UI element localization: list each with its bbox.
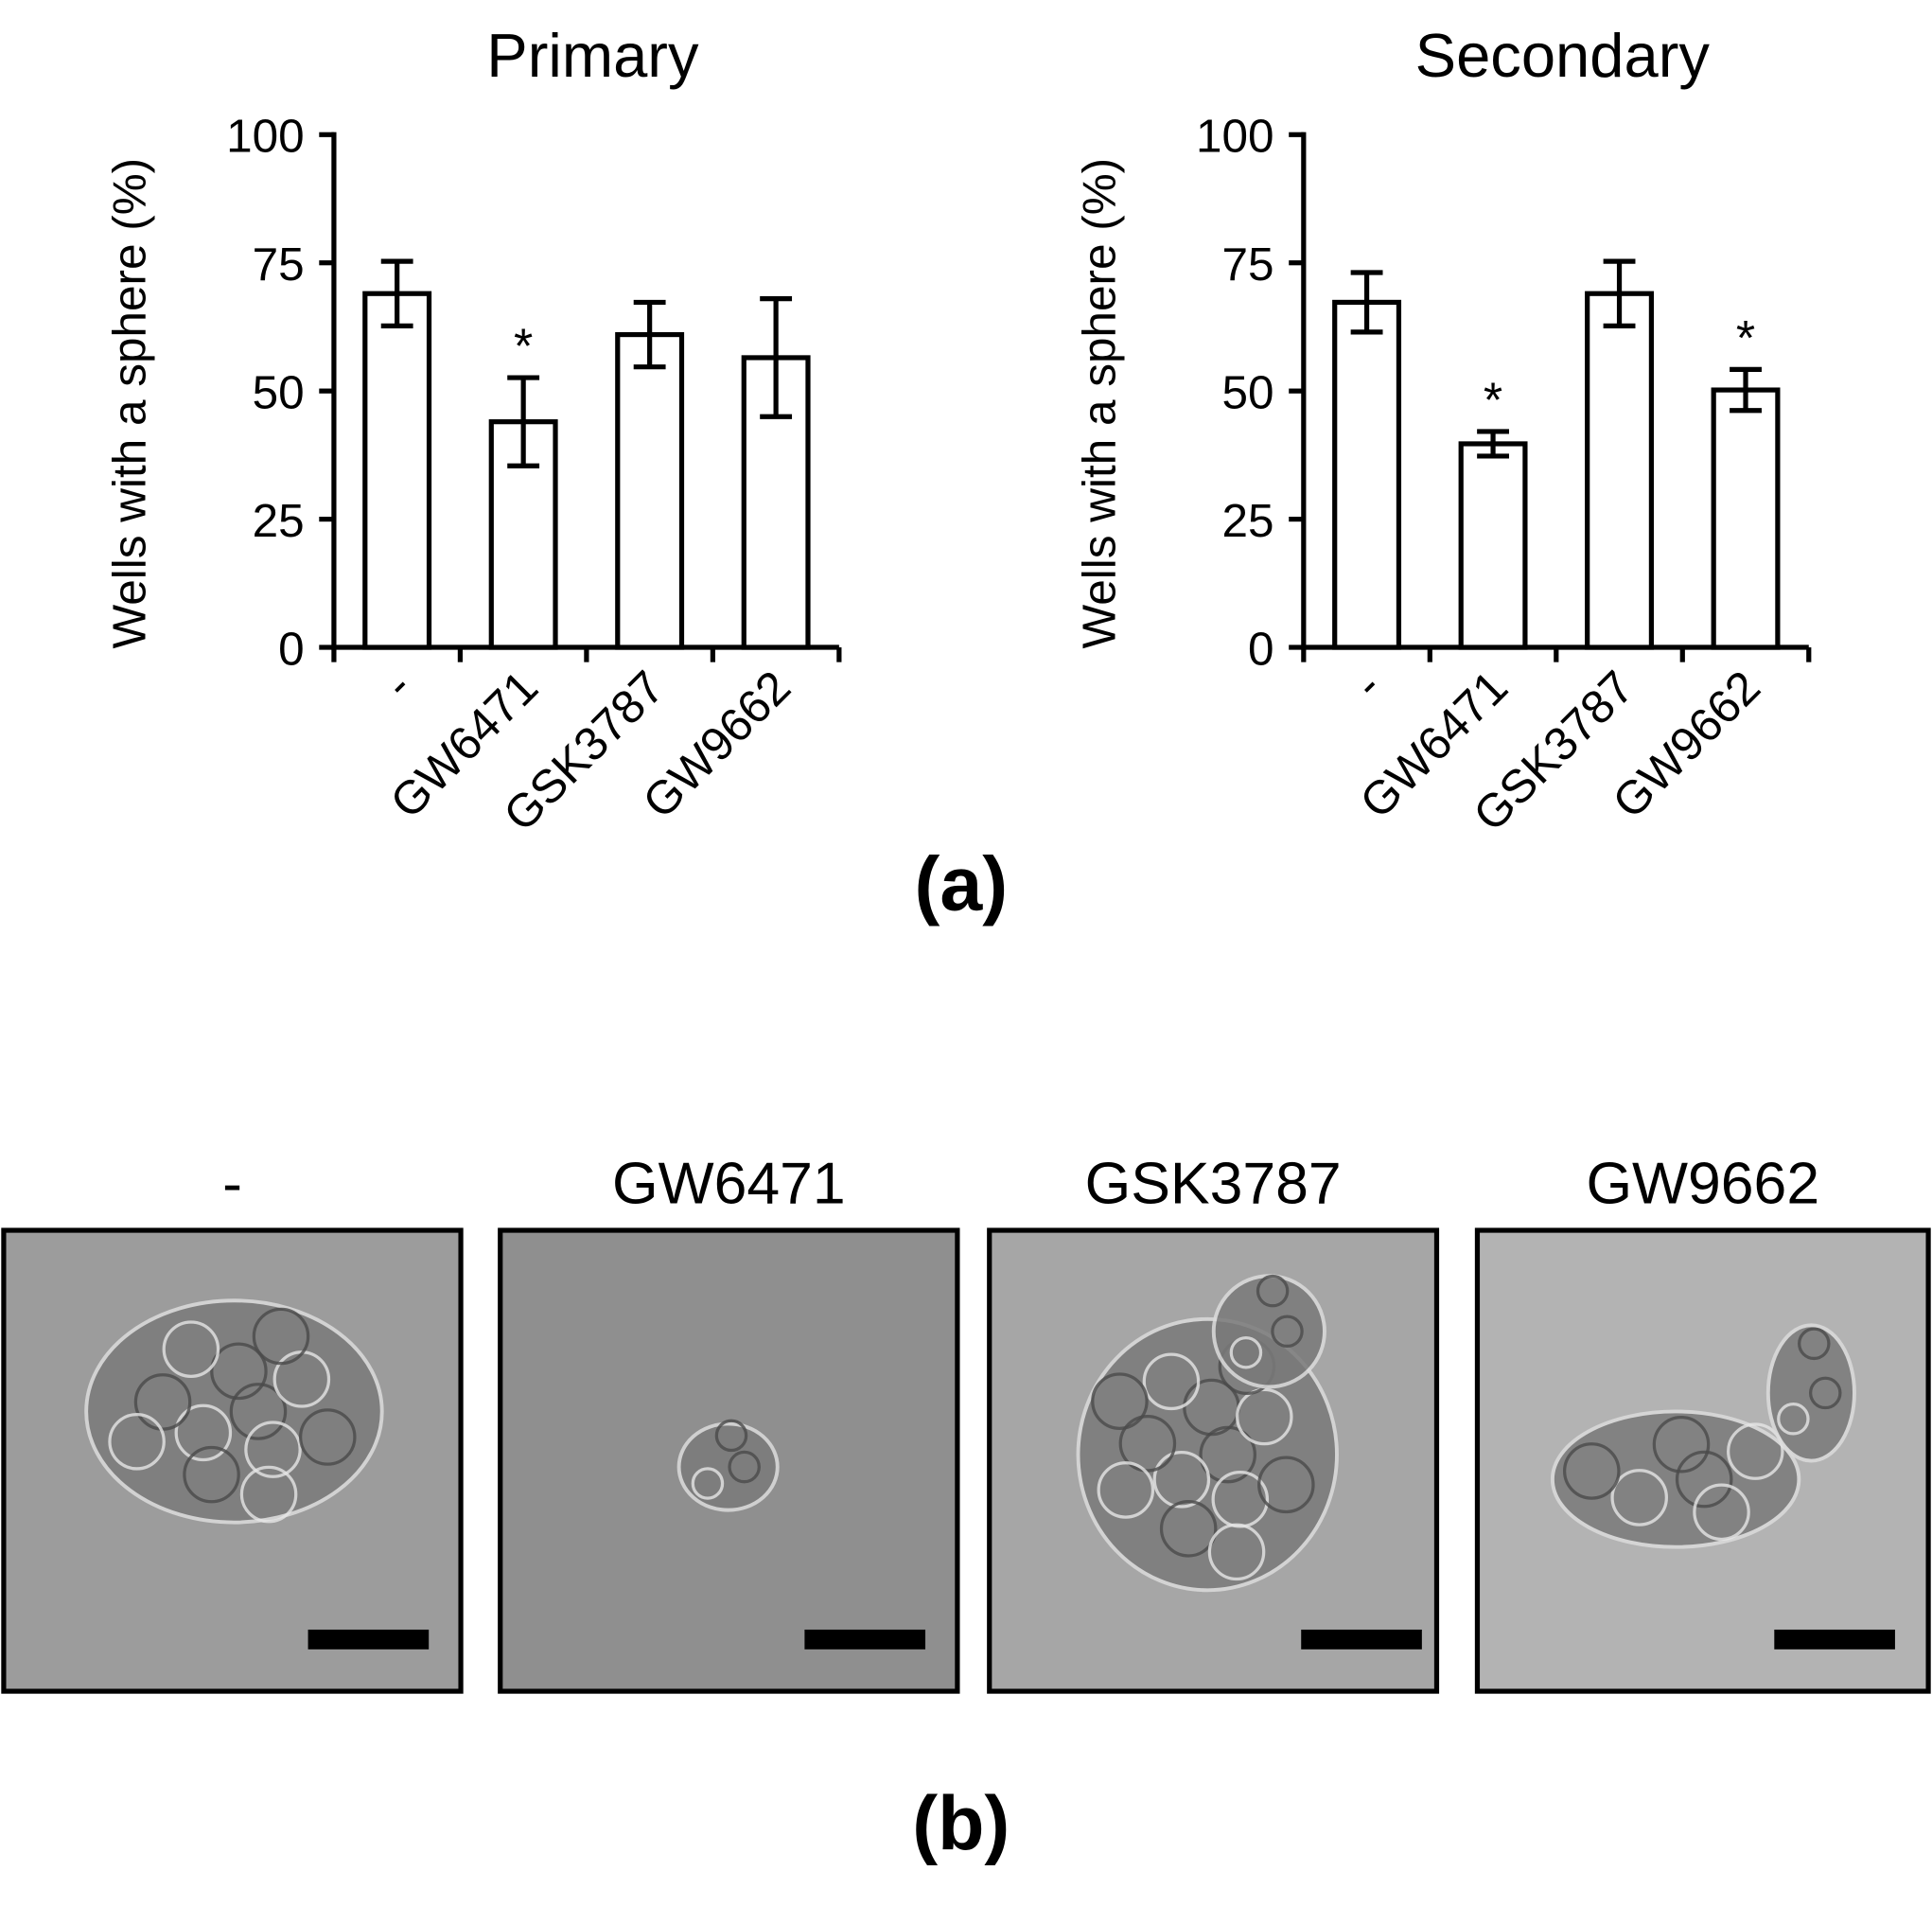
y-axis-label: Wells with a sphere (%) [1074,158,1126,649]
cell [1798,1327,1831,1361]
cell [1256,1274,1290,1308]
y-tick-label: 100 [1196,111,1274,163]
cell [1236,1387,1293,1446]
error-bar [1603,258,1636,328]
cell [210,1342,268,1401]
significance-marker: * [1736,311,1755,366]
panel-title: - [222,1150,242,1216]
error-bar [1350,270,1383,335]
cell [1229,1335,1263,1369]
scale-bar [804,1629,926,1650]
cell [1675,1450,1733,1509]
error-bar [380,258,413,328]
error-bar [1477,429,1509,459]
y-tick-label: 0 [278,623,305,675]
y-tick-label: 25 [253,495,305,547]
cell [714,1419,748,1453]
cell [1097,1461,1155,1519]
y-tick-label: 0 [1248,623,1274,675]
y-tick-label: 75 [253,238,305,291]
cell [229,1383,288,1440]
error-bar [1730,366,1762,414]
cell [1652,1415,1711,1474]
cell [1777,1403,1810,1436]
cell [133,1373,192,1431]
cell [1271,1315,1304,1349]
y-tick-label: 50 [253,366,305,418]
cell [691,1467,725,1500]
cell [244,1421,302,1478]
cell [183,1445,240,1504]
significance-marker: * [1484,373,1502,428]
bar [362,291,432,650]
scale-bar [1774,1629,1895,1650]
figure-label: (a) [914,841,1008,927]
bar [1585,291,1655,650]
cell [1809,1376,1842,1410]
cell [1727,1422,1784,1480]
y-tick-label: 25 [1222,495,1274,547]
cell-cluster [84,1298,384,1525]
cell [1693,1483,1750,1542]
cell [1610,1469,1668,1527]
cell [1142,1352,1201,1411]
cell [239,1465,298,1524]
x-tick-label: - [1344,661,1392,709]
cell [1091,1372,1149,1430]
y-tick-label: 50 [1222,366,1274,418]
cell-cluster [1211,1274,1326,1389]
cell [298,1408,357,1466]
chart-title: Secondary [1415,21,1711,90]
cell [162,1320,220,1378]
cell [252,1307,310,1366]
significance-marker: * [514,319,533,374]
panel-title: GSK3787 [1085,1150,1342,1216]
scale-bar [307,1629,430,1650]
panel-title: GW6471 [612,1150,846,1216]
bar [615,331,685,650]
cell [1118,1415,1177,1473]
x-tick-label: - [374,661,422,709]
bar [1332,299,1402,650]
cell [1257,1456,1315,1514]
bar [1458,441,1528,650]
cell [728,1450,761,1484]
error-bar [760,296,793,419]
cell [1207,1523,1266,1581]
figure-label: (b) [912,1781,1010,1866]
cell [1562,1442,1621,1500]
bar [1711,387,1781,650]
cell [1159,1500,1218,1558]
panel-title: GW9662 [1586,1150,1819,1216]
cell [108,1413,166,1471]
cell [174,1403,233,1462]
y-axis-label: Wells with a sphere (%) [104,158,156,649]
cell [1152,1451,1211,1509]
chart-title: Primary [486,21,699,90]
scale-bar [1301,1629,1422,1650]
error-bar [507,375,540,468]
y-tick-label: 100 [226,111,305,163]
y-tick-label: 75 [1222,238,1274,291]
error-bar [633,299,666,370]
